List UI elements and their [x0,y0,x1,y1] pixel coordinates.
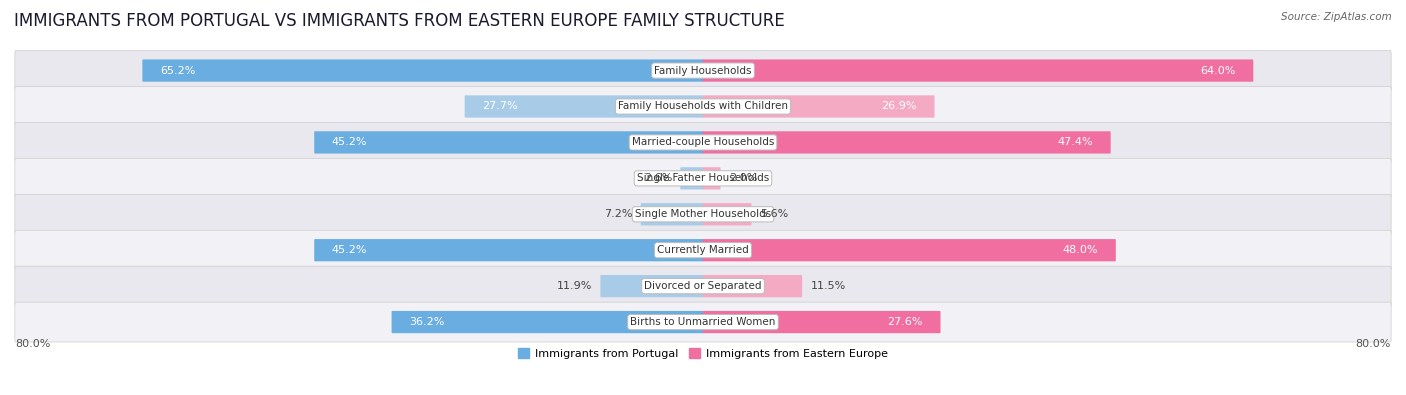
Text: Married-couple Households: Married-couple Households [631,137,775,147]
FancyBboxPatch shape [703,275,803,297]
FancyBboxPatch shape [315,131,703,154]
Text: Currently Married: Currently Married [657,245,749,255]
FancyBboxPatch shape [142,59,703,82]
Text: 26.9%: 26.9% [882,102,917,111]
FancyBboxPatch shape [703,95,935,118]
FancyBboxPatch shape [703,131,1111,154]
Text: 2.6%: 2.6% [644,173,672,183]
Text: 11.9%: 11.9% [557,281,592,291]
Text: Source: ZipAtlas.com: Source: ZipAtlas.com [1281,12,1392,22]
Text: Single Mother Households: Single Mother Households [636,209,770,219]
Legend: Immigrants from Portugal, Immigrants from Eastern Europe: Immigrants from Portugal, Immigrants fro… [513,344,893,363]
Text: 65.2%: 65.2% [160,66,195,75]
FancyBboxPatch shape [15,230,1391,270]
Text: 27.6%: 27.6% [887,317,922,327]
Text: 80.0%: 80.0% [1355,339,1391,349]
FancyBboxPatch shape [15,302,1391,342]
FancyBboxPatch shape [681,167,703,190]
Text: 27.7%: 27.7% [482,102,517,111]
FancyBboxPatch shape [15,87,1391,126]
FancyBboxPatch shape [703,203,751,226]
FancyBboxPatch shape [464,95,703,118]
FancyBboxPatch shape [703,239,1116,261]
Text: 36.2%: 36.2% [409,317,444,327]
Text: 80.0%: 80.0% [15,339,51,349]
Text: 64.0%: 64.0% [1201,66,1236,75]
Text: Family Households: Family Households [654,66,752,75]
FancyBboxPatch shape [15,158,1391,198]
Text: Single Father Households: Single Father Households [637,173,769,183]
FancyBboxPatch shape [703,59,1253,82]
FancyBboxPatch shape [15,122,1391,162]
Text: 2.0%: 2.0% [728,173,758,183]
FancyBboxPatch shape [15,266,1391,306]
Text: IMMIGRANTS FROM PORTUGAL VS IMMIGRANTS FROM EASTERN EUROPE FAMILY STRUCTURE: IMMIGRANTS FROM PORTUGAL VS IMMIGRANTS F… [14,12,785,30]
Text: 47.4%: 47.4% [1057,137,1092,147]
FancyBboxPatch shape [703,167,720,190]
FancyBboxPatch shape [703,311,941,333]
Text: 45.2%: 45.2% [332,137,367,147]
FancyBboxPatch shape [641,203,703,226]
FancyBboxPatch shape [392,311,703,333]
Text: Divorced or Separated: Divorced or Separated [644,281,762,291]
Text: 5.6%: 5.6% [759,209,787,219]
FancyBboxPatch shape [315,239,703,261]
Text: 48.0%: 48.0% [1063,245,1098,255]
FancyBboxPatch shape [15,51,1391,90]
Text: 7.2%: 7.2% [605,209,633,219]
Text: 11.5%: 11.5% [810,281,845,291]
FancyBboxPatch shape [15,194,1391,234]
Text: 45.2%: 45.2% [332,245,367,255]
Text: Births to Unmarried Women: Births to Unmarried Women [630,317,776,327]
Text: Family Households with Children: Family Households with Children [619,102,787,111]
FancyBboxPatch shape [600,275,703,297]
